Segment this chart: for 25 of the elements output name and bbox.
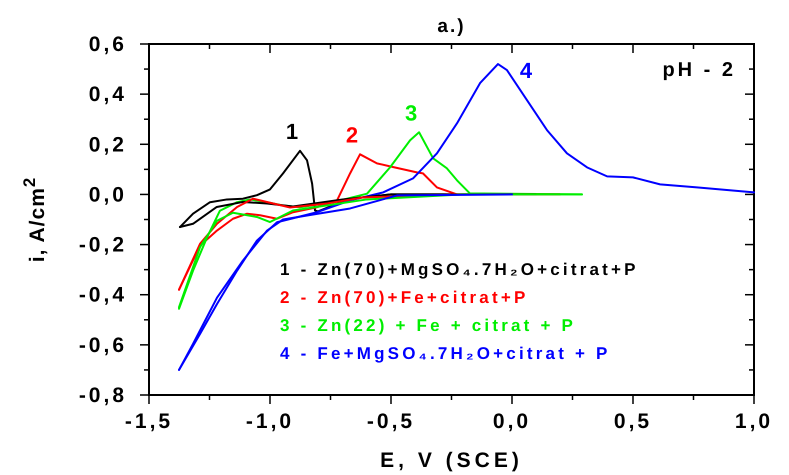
- y-tick-label: -0,4: [78, 284, 127, 307]
- x-tick-label: -1,0: [246, 410, 294, 433]
- y-tick-label: 0,4: [88, 83, 127, 106]
- x-tick-label: 0,5: [614, 410, 652, 433]
- annotation: 3: [404, 100, 418, 126]
- text: 3 - Zn(22) + Fe + citrat + P: [280, 316, 576, 335]
- y-tick-label: -0,2: [78, 234, 127, 257]
- text: 1 - Zn(70)+MgSO₄.7H₂O+citrat+P: [280, 260, 639, 279]
- y-tick-label: -0,8: [78, 384, 127, 407]
- annotation: 2: [346, 122, 358, 148]
- x-tick-label: -0,5: [366, 410, 416, 433]
- annotation: 4: [520, 58, 533, 84]
- x-tick-label: -1,5: [124, 410, 174, 433]
- annotation: pH - 2: [662, 59, 736, 81]
- y-tick-label: 0,6: [88, 33, 127, 56]
- annotation: 1: [286, 118, 298, 144]
- y-tick-label: 0,0: [88, 183, 127, 206]
- y-tick-label: -0,6: [78, 334, 127, 357]
- y-tick-label: 0,2: [88, 133, 127, 156]
- text: 2 - Zn(70)+Fe+citrat+P: [280, 288, 528, 307]
- chart-title: a.): [437, 16, 466, 37]
- x-axis-title: E, V (SCE): [380, 449, 523, 472]
- x-tick-label: 0,0: [492, 410, 532, 433]
- x-tick-label: 1,0: [734, 410, 774, 433]
- text: 4 - Fe+MgSO₄.7H₂O+citrat + P: [280, 344, 611, 363]
